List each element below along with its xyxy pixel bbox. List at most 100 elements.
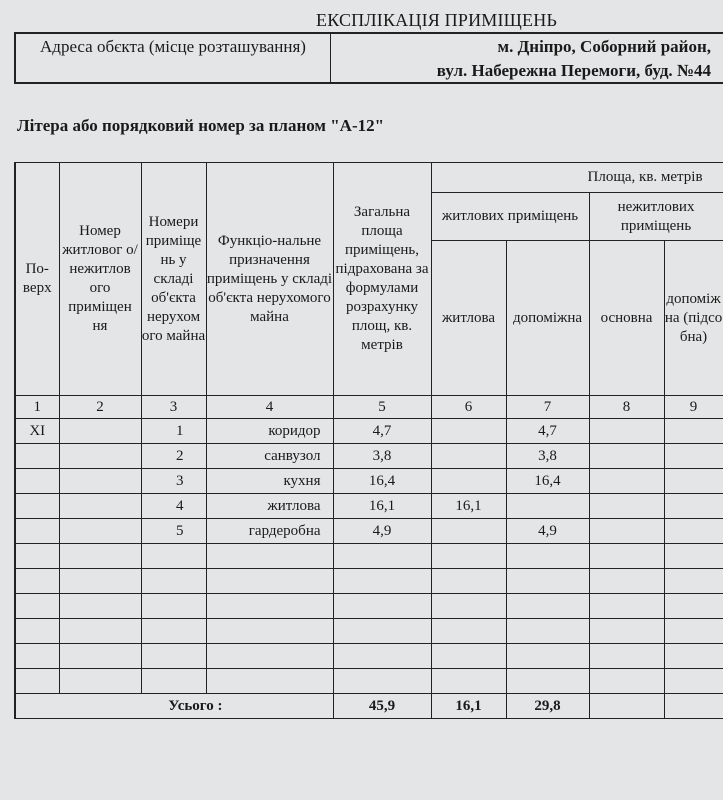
litera-line: Літера або порядковий номер за планом "А… [17, 116, 385, 135]
cell-aux [505, 618, 590, 644]
cell-main [588, 668, 665, 694]
total-aux-sum: 29,8 [505, 693, 590, 719]
table-row [14, 543, 723, 569]
cell-aux [505, 593, 590, 619]
table-row: 5 гардеробна 4,9 4,9 [14, 518, 723, 544]
cell-floor [14, 643, 60, 669]
cell-function: коридор [205, 418, 334, 444]
table-row [14, 618, 723, 644]
cell-main [588, 543, 665, 569]
cell-living: 16,1 [430, 493, 507, 519]
cell-main [588, 618, 665, 644]
cell-room [140, 568, 207, 594]
header-floor: По-верх [14, 162, 60, 396]
cell-function [205, 543, 334, 569]
cell-floor [14, 493, 60, 519]
table-row [14, 593, 723, 619]
cell-aux [505, 568, 590, 594]
cell-living [430, 618, 507, 644]
total-area-sum: 45,9 [332, 693, 432, 719]
cell-room [140, 543, 207, 569]
cell-unit [58, 568, 142, 594]
cell-floor [14, 518, 60, 544]
cell-aux [505, 643, 590, 669]
cell-living [430, 568, 507, 594]
column-number: 3 [140, 395, 207, 419]
cell-function [205, 668, 334, 694]
header-nonresidential: нежитлових приміщень [588, 192, 723, 241]
total-living-sum: 16,1 [430, 693, 507, 719]
table-row [14, 668, 723, 694]
cell-function: кухня [205, 468, 334, 494]
cell-function [205, 618, 334, 644]
table-row: XI 1 коридор 4,7 4,7 [14, 418, 723, 444]
column-number: 4 [205, 395, 334, 419]
table-row: 4 житлова 16,1 16,1 [14, 493, 723, 519]
column-number: 7 [505, 395, 590, 419]
cell-unit [58, 668, 142, 694]
cell-floor [14, 593, 60, 619]
total-aux2-sum [663, 693, 723, 719]
cell-total: 16,4 [332, 468, 432, 494]
cell-aux2 [663, 568, 723, 594]
column-number: 9 [663, 395, 723, 419]
cell-room [140, 618, 207, 644]
cell-unit [58, 468, 142, 494]
header-area-group: Площа, кв. метрів [430, 162, 723, 193]
cell-aux2 [663, 593, 723, 619]
address-line-2: вул. Набережна Перемоги, буд. №44 [436, 61, 711, 80]
column-number: 8 [588, 395, 665, 419]
cell-living [430, 593, 507, 619]
column-number: 1 [14, 395, 60, 419]
cell-living [430, 668, 507, 694]
column-number: 2 [58, 395, 142, 419]
cell-main [588, 493, 665, 519]
cell-aux2 [663, 518, 723, 544]
explication-table: По-верх Номер житловог о/ нежитлов ого п… [14, 162, 723, 719]
cell-living [430, 543, 507, 569]
cell-living [430, 418, 507, 444]
cell-unit [58, 493, 142, 519]
cell-function: санвузол [205, 443, 334, 469]
cell-room [140, 643, 207, 669]
address-line-1: м. Дніпро, Соборний район, [497, 37, 711, 56]
cell-aux: 4,9 [505, 518, 590, 544]
cell-total [332, 668, 432, 694]
cell-floor [14, 618, 60, 644]
cell-aux2 [663, 443, 723, 469]
cell-room [140, 668, 207, 694]
cell-function [205, 643, 334, 669]
cell-main [588, 468, 665, 494]
table-row [14, 643, 723, 669]
cell-aux2 [663, 618, 723, 644]
cell-aux2 [663, 643, 723, 669]
cell-unit [58, 518, 142, 544]
cell-main [588, 593, 665, 619]
table-row: 3 кухня 16,4 16,4 [14, 468, 723, 494]
cell-unit [58, 418, 142, 444]
header-main: основна [588, 240, 665, 396]
cell-total: 4,7 [332, 418, 432, 444]
cell-room: 5 [140, 518, 207, 544]
cell-living [430, 443, 507, 469]
cell-aux: 16,4 [505, 468, 590, 494]
cell-floor [14, 668, 60, 694]
cell-room: 2 [140, 443, 207, 469]
cell-unit [58, 443, 142, 469]
total-main-sum [588, 693, 665, 719]
cell-aux2 [663, 493, 723, 519]
cell-floor [14, 468, 60, 494]
cell-unit [58, 593, 142, 619]
cell-aux2 [663, 418, 723, 444]
cell-floor [14, 568, 60, 594]
cell-main [588, 518, 665, 544]
cell-floor [14, 543, 60, 569]
header-residential: житлових приміщень [430, 192, 590, 241]
cell-total [332, 593, 432, 619]
cell-aux2 [663, 468, 723, 494]
cell-total [332, 618, 432, 644]
cell-floor: XI [14, 418, 60, 444]
cell-total: 16,1 [332, 493, 432, 519]
cell-room: 1 [140, 418, 207, 444]
